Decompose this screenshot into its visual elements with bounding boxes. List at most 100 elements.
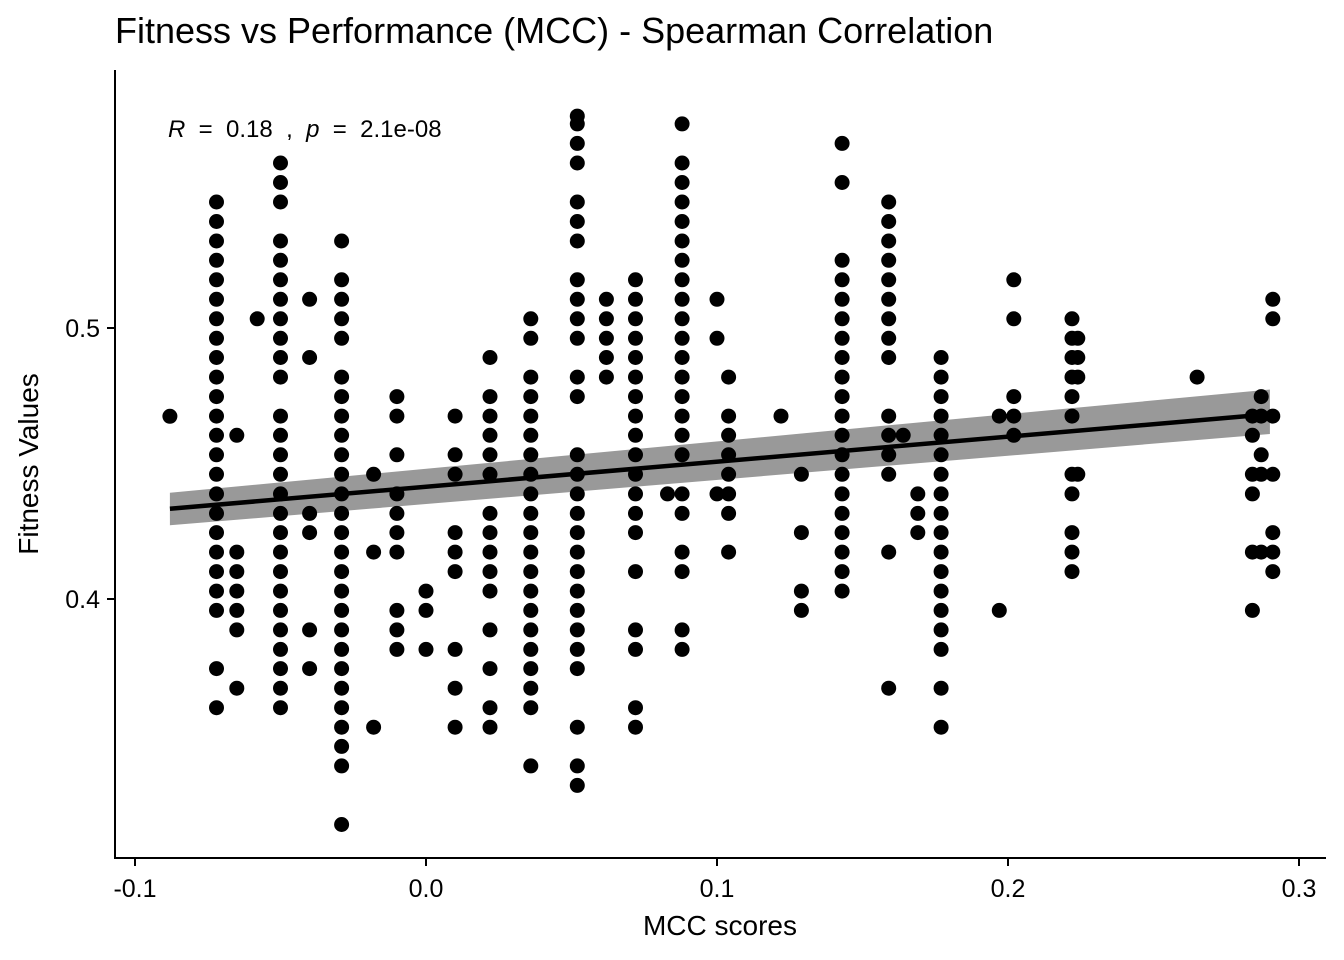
data-point: [209, 447, 224, 463]
data-point: [628, 486, 643, 502]
data-point: [523, 505, 539, 521]
regression-line-layer: [169, 411, 1271, 511]
data-point: [334, 817, 350, 832]
data-point: [628, 350, 643, 365]
data-point: [523, 641, 539, 657]
data-point: [523, 564, 539, 580]
data-point: [209, 700, 224, 716]
data-point: [273, 544, 288, 560]
data-point: [389, 447, 405, 463]
data-point: [334, 525, 350, 541]
data-point: [674, 427, 690, 443]
data-point: [162, 408, 178, 424]
data-point: [933, 369, 949, 385]
data-point: [991, 602, 1007, 618]
x-tick-label: 0.2: [991, 875, 1026, 903]
data-point: [209, 583, 224, 599]
data-point: [273, 602, 288, 618]
p-symbol: p: [305, 116, 319, 143]
data-point: [569, 330, 585, 346]
data-point: [389, 641, 405, 657]
data-point: [674, 194, 690, 210]
data-point: [674, 214, 690, 229]
data-point: [334, 427, 350, 443]
data-point: [209, 291, 224, 307]
data-point: [834, 330, 850, 346]
data-point: [1265, 544, 1281, 560]
data-point: [1064, 544, 1080, 560]
data-point: [1064, 389, 1080, 405]
data-point: [933, 486, 949, 502]
data-point: [598, 350, 614, 365]
data-point: [933, 408, 949, 424]
data-point: [389, 622, 405, 638]
data-point: [834, 272, 850, 288]
data-point: [1265, 291, 1281, 307]
data-point: [569, 389, 585, 405]
data-point: [209, 369, 224, 385]
data-point: [523, 680, 539, 696]
data-point: [1244, 427, 1260, 443]
data-point: [334, 447, 350, 463]
data-point: [447, 525, 463, 541]
data-point: [447, 408, 463, 424]
x-tick-label: 0.3: [1282, 875, 1317, 903]
data-point: [1244, 486, 1260, 502]
data-point: [273, 233, 288, 249]
data-point: [1006, 272, 1022, 288]
data-point: [482, 350, 498, 365]
data-point: [598, 291, 614, 307]
data-point: [523, 700, 539, 716]
data-point: [366, 466, 382, 482]
data-point: [334, 622, 350, 638]
data-point: [229, 602, 245, 618]
data-point: [334, 544, 350, 560]
data-point: [628, 564, 643, 580]
data-point: [302, 525, 318, 541]
data-point: [1006, 408, 1022, 424]
data-point: [628, 408, 643, 424]
data-point: [273, 447, 288, 463]
data-point: [628, 525, 643, 541]
data-point: [273, 175, 288, 190]
data-point: [674, 155, 690, 171]
data-point: [569, 505, 585, 521]
data-point: [447, 544, 463, 560]
x-tick-label: 0.1: [700, 875, 735, 903]
data-point: [721, 408, 737, 424]
r-value: 0.18: [226, 116, 273, 143]
data-point: [482, 505, 498, 521]
data-point: [628, 641, 643, 657]
axes-layer: [114, 70, 1326, 859]
data-point: [881, 544, 897, 560]
data-point: [523, 583, 539, 599]
data-point: [1244, 602, 1260, 618]
data-point: [881, 272, 897, 288]
data-point: [523, 330, 539, 346]
data-point: [482, 719, 498, 735]
data-point: [209, 389, 224, 405]
data-point: [1265, 525, 1281, 541]
data-point: [523, 311, 539, 327]
data-point: [209, 525, 224, 541]
data-point: [834, 408, 850, 424]
data-point: [1253, 389, 1269, 405]
data-point: [334, 719, 350, 735]
data-point: [334, 602, 350, 618]
data-point: [881, 194, 897, 210]
data-point: [569, 719, 585, 735]
data-point: [389, 544, 405, 560]
data-point: [273, 155, 288, 171]
data-point: [366, 544, 382, 560]
data-point: [273, 194, 288, 210]
data-point: [834, 544, 850, 560]
data-point: [628, 505, 643, 521]
confidence-band: [169, 389, 1270, 526]
data-point: [209, 427, 224, 443]
data-point: [209, 214, 224, 229]
data-point: [933, 525, 949, 541]
data-point: [273, 622, 288, 638]
data-point: [933, 680, 949, 696]
data-point: [334, 369, 350, 385]
data-point: [881, 291, 897, 307]
